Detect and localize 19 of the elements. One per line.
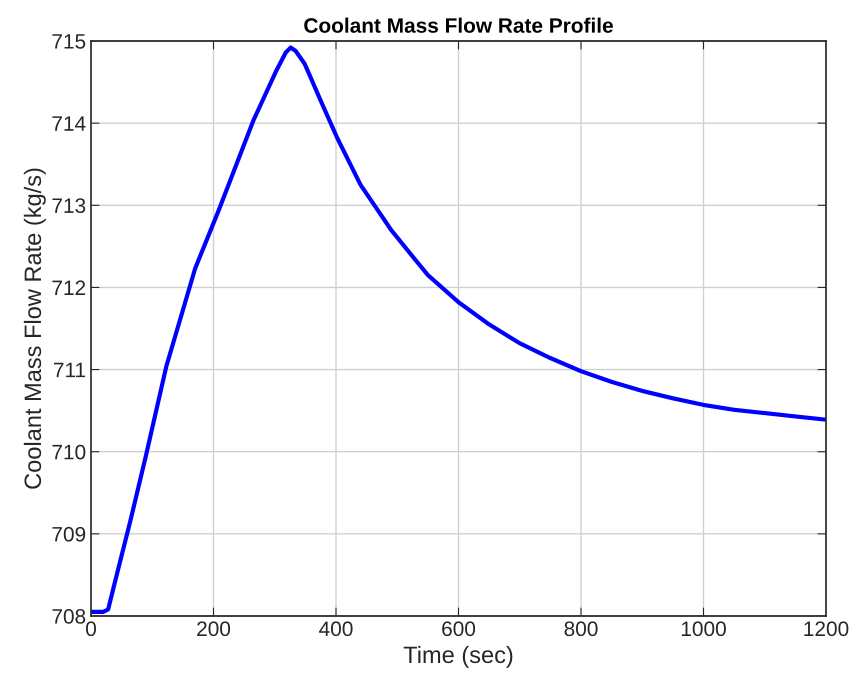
- y-tick-label: 712: [52, 280, 86, 295]
- y-tick-label: 709: [52, 526, 86, 542]
- y-tick-label: 711: [54, 362, 86, 378]
- x-axis-title: Time (sec): [404, 646, 512, 668]
- x-tick-label: 400: [319, 621, 353, 636]
- chart-title: Coolant Mass Flow Rate Profile: [304, 18, 613, 33]
- x-tick-label: 1000: [682, 621, 726, 636]
- y-tick-label: 708: [52, 609, 86, 624]
- x-tick-label: 0: [86, 621, 96, 636]
- y-tick-label: 715: [52, 34, 86, 49]
- x-tick-label: 800: [564, 621, 598, 636]
- line-series: [91, 45, 826, 614]
- x-tick-label: 200: [197, 621, 230, 636]
- y-tick-label: 714: [52, 116, 86, 131]
- x-tick-label: 600: [442, 621, 476, 636]
- y-tick-label: 713: [52, 198, 86, 214]
- x-tick-label: 1200: [804, 621, 848, 636]
- y-axis-title: Coolant Mass Flow Rate (kg/s): [24, 168, 46, 489]
- y-tick-label: 710: [52, 444, 86, 460]
